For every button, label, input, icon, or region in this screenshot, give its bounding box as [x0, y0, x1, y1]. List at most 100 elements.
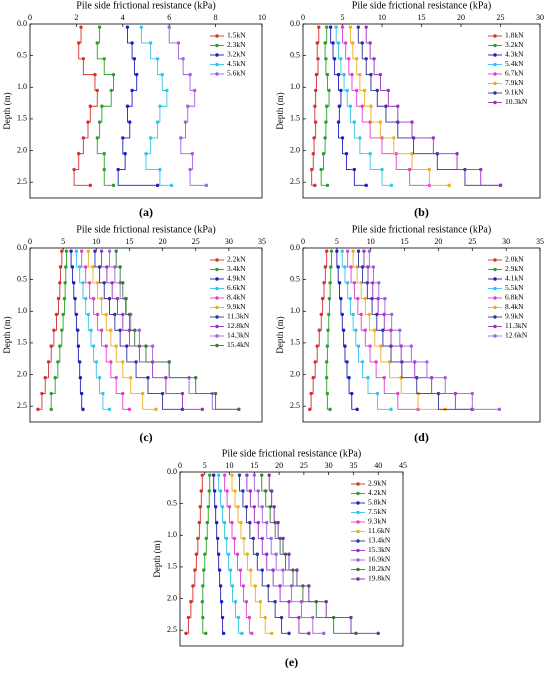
data-point	[356, 25, 360, 29]
data-point	[102, 152, 106, 156]
data-point	[238, 568, 243, 572]
x-axis-title: Pile side frictional resistance (kPa)	[352, 0, 491, 11]
data-point	[203, 552, 207, 556]
data-point	[497, 407, 502, 412]
data-point	[309, 391, 313, 396]
data-point	[315, 344, 319, 348]
data-point	[371, 265, 376, 269]
panel-label: (a)	[139, 205, 153, 219]
data-point	[215, 536, 220, 541]
data-point	[328, 25, 333, 29]
legend-marker	[215, 324, 219, 329]
data-point	[190, 152, 195, 156]
data-point	[167, 360, 171, 364]
data-point	[328, 281, 332, 285]
data-point	[198, 505, 203, 509]
data-point	[325, 344, 330, 348]
data-point	[56, 296, 61, 301]
data-point	[260, 568, 264, 572]
x-tick-label: 10	[378, 13, 386, 22]
data-point	[378, 72, 383, 77]
data-point	[200, 407, 205, 412]
data-point	[49, 391, 53, 396]
x-tick-label: 35	[536, 237, 544, 246]
legend-marker	[356, 539, 360, 543]
data-point	[244, 505, 249, 509]
y-axis-title: Depth (m)	[2, 316, 12, 353]
legend-marker	[356, 577, 360, 581]
data-point	[248, 489, 253, 493]
data-point	[279, 615, 284, 620]
legend-marker	[493, 34, 497, 38]
data-point	[99, 328, 104, 332]
data-point	[327, 88, 331, 93]
data-point	[107, 249, 112, 253]
data-point	[130, 41, 134, 45]
data-point	[212, 489, 217, 493]
x-tick-label: 25	[192, 237, 200, 246]
x-tick-label: 20	[457, 13, 465, 22]
legend-label: 7.5kN	[368, 507, 387, 516]
data-point	[188, 167, 192, 172]
y-tick-label: 1.5	[17, 114, 27, 123]
data-point	[97, 25, 102, 29]
data-point	[356, 344, 361, 348]
data-point	[349, 615, 353, 620]
data-point	[355, 265, 359, 269]
data-point	[345, 249, 350, 253]
data-point	[369, 104, 373, 108]
data-point	[97, 265, 102, 269]
y-tick-label: 1.5	[290, 114, 300, 123]
data-point	[204, 536, 208, 541]
data-point	[311, 152, 315, 156]
legend-marker	[356, 529, 360, 534]
data-point	[334, 25, 338, 29]
data-point	[251, 536, 256, 541]
data-point	[313, 183, 317, 188]
data-point	[91, 344, 96, 348]
data-point	[320, 296, 325, 301]
plot-frame	[179, 471, 404, 647]
x-tick-label: 30	[502, 237, 510, 246]
x-tick-label: 5	[61, 237, 65, 246]
data-point	[104, 344, 108, 348]
legend-label: 5.8kN	[368, 498, 387, 507]
legend-label: 6.6kN	[227, 283, 246, 292]
data-point	[80, 249, 84, 253]
data-point	[379, 344, 383, 348]
data-point	[104, 312, 108, 317]
data-point	[364, 183, 368, 188]
y-tick-label: 2.5	[17, 401, 27, 410]
data-point	[317, 25, 321, 29]
data-point	[93, 249, 97, 253]
legend-marker	[215, 34, 219, 38]
data-point	[272, 505, 276, 509]
data-point	[265, 552, 269, 556]
data-point	[221, 631, 226, 636]
subplot: Pile side frictional resistance (kPa) Dep…	[2, 0, 266, 218]
legend-label: 9.3kN	[368, 517, 387, 526]
x-tick-label: 0	[28, 13, 32, 22]
data-point	[118, 265, 122, 269]
data-point	[363, 296, 367, 301]
data-point	[121, 281, 125, 285]
x-tick-label: 25	[300, 461, 308, 470]
data-point	[196, 536, 200, 541]
data-point	[179, 136, 183, 140]
data-point	[447, 183, 451, 188]
data-point	[237, 473, 242, 477]
data-point	[154, 407, 158, 412]
legend-label: 6.8kN	[505, 293, 524, 302]
data-point	[354, 328, 358, 332]
data-point	[183, 120, 188, 124]
data-point	[337, 281, 342, 285]
data-point	[105, 265, 109, 269]
data-point	[127, 312, 132, 317]
data-point	[252, 473, 257, 477]
legend-marker	[493, 324, 497, 329]
data-point	[313, 360, 317, 364]
data-point	[339, 88, 343, 93]
x-tick-label: 15	[125, 237, 133, 246]
data-point	[339, 57, 343, 61]
data-point	[345, 88, 349, 93]
